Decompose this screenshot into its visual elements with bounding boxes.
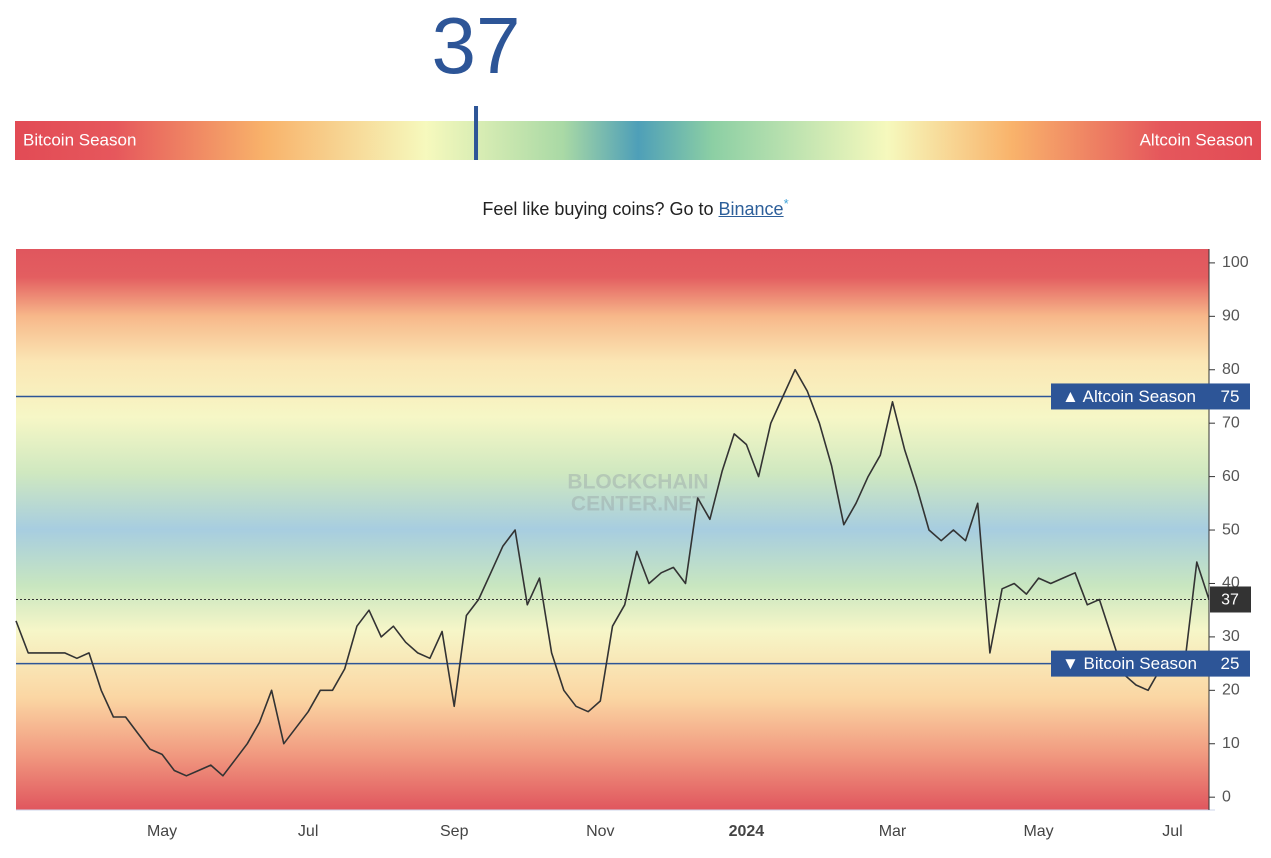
current-value-box	[1210, 586, 1251, 613]
y-tick-label: 100	[1222, 254, 1249, 271]
gauge-value: 37	[432, 1, 521, 90]
gauge-marker	[474, 106, 479, 160]
reference-label: ▲ Altcoin Season	[1062, 387, 1196, 406]
y-tick-label: 30	[1222, 628, 1240, 645]
x-tick-label: Nov	[586, 823, 614, 840]
x-tick-label: Jul	[1162, 823, 1182, 840]
promo-text: Feel like buying coins? Go to	[482, 199, 714, 219]
y-tick-label: 80	[1222, 361, 1240, 378]
y-tick-label: 20	[1222, 682, 1240, 699]
x-tick-label: Mar	[879, 823, 907, 840]
reference-label: ▼ Bitcoin Season	[1062, 654, 1197, 673]
reference-label-box	[1051, 383, 1250, 410]
data-line	[15, 368, 1210, 777]
y-tick-label: 90	[1222, 308, 1240, 325]
gauge-right-label: Altcoin Season	[1140, 130, 1253, 149]
x-tick-label: 2024	[729, 823, 765, 840]
promo-link[interactable]: Binance	[718, 199, 784, 219]
plot-background	[16, 249, 1209, 810]
reference-value-label: 75	[1221, 387, 1240, 406]
current-value-label: 37	[1221, 592, 1239, 609]
y-tick-label: 0	[1222, 788, 1231, 805]
watermark: CENTER.NET	[571, 493, 705, 516]
promo-asterisk: *	[783, 196, 789, 211]
plot: BLOCKCHAINCENTER.NET01020304050607080901…	[15, 249, 1251, 840]
y-tick-label: 70	[1222, 414, 1240, 431]
gauge-left-label: Bitcoin Season	[23, 130, 136, 149]
gauge: Bitcoin Season Altcoin Season 37	[15, 1, 1261, 160]
x-tick-label: May	[147, 823, 177, 840]
promo: Feel like buying coins? Go to Binance*	[0, 196, 1271, 220]
gauge-bar	[15, 121, 1261, 160]
x-tick-label: Jul	[298, 823, 318, 840]
watermark: BLOCKCHAIN	[567, 471, 708, 494]
y-tick-label: 60	[1222, 468, 1240, 485]
reference-value-label: 25	[1221, 654, 1240, 673]
y-tick-label: 50	[1222, 521, 1240, 538]
x-tick-label: Sep	[440, 823, 469, 840]
x-tick-label: May	[1023, 823, 1053, 840]
y-tick-label: 10	[1222, 735, 1240, 752]
reference-label-box	[1051, 650, 1250, 677]
